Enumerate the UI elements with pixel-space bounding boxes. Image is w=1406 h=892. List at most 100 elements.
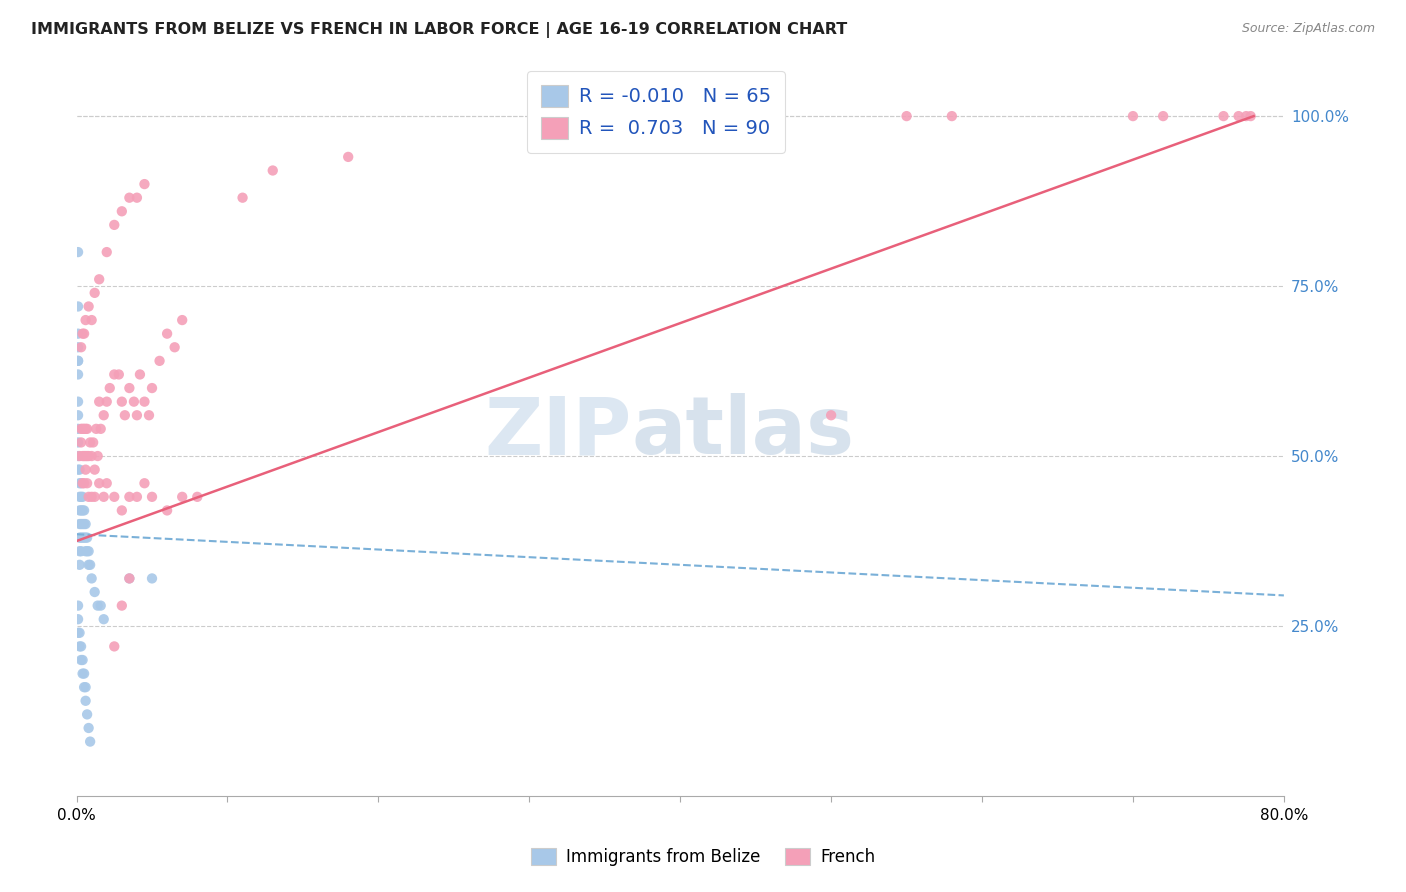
Point [93, 409, 115, 423]
Point [86, 449, 108, 463]
Point [163, 340, 186, 354]
Point [1212, 109, 1234, 123]
Point [76, 449, 98, 463]
Point [1227, 109, 1250, 123]
Point [67, 409, 90, 423]
Point [72, 422, 94, 436]
Point [69, 490, 91, 504]
Point [73, 531, 96, 545]
Point [80, 313, 103, 327]
Point [93, 612, 115, 626]
Point [69, 558, 91, 572]
Point [67, 340, 90, 354]
Point [77, 721, 100, 735]
Point [70, 340, 93, 354]
Point [96, 394, 118, 409]
Point [82, 435, 104, 450]
Point [103, 218, 125, 232]
Point [70, 653, 93, 667]
Point [69, 476, 91, 491]
Point [141, 490, 163, 504]
Point [337, 150, 360, 164]
Point [141, 381, 163, 395]
Point [134, 476, 156, 491]
Point [75, 422, 97, 436]
Point [114, 409, 136, 423]
Point [76, 476, 98, 491]
Point [79, 734, 101, 748]
Legend: R = -0.010   N = 65, R =  0.703   N = 90: R = -0.010 N = 65, R = 0.703 N = 90 [527, 71, 785, 153]
Point [118, 381, 141, 395]
Point [73, 666, 96, 681]
Point [79, 558, 101, 572]
Point [96, 245, 118, 260]
Point [75, 449, 97, 463]
Text: atlas: atlas [631, 393, 855, 471]
Point [69, 531, 91, 545]
Point [77, 490, 100, 504]
Point [69, 516, 91, 531]
Point [72, 476, 94, 491]
Point [86, 599, 108, 613]
Point [83, 463, 105, 477]
Point [73, 422, 96, 436]
Point [67, 435, 90, 450]
Point [83, 285, 105, 300]
Point [103, 490, 125, 504]
Point [896, 109, 918, 123]
Point [67, 625, 90, 640]
Point [67, 368, 90, 382]
Point [118, 490, 141, 504]
Point [638, 109, 661, 123]
Point [70, 422, 93, 436]
Point [72, 449, 94, 463]
Point [941, 109, 963, 123]
Legend: Immigrants from Belize, French: Immigrants from Belize, French [524, 841, 882, 873]
Point [80, 449, 103, 463]
Point [90, 422, 112, 436]
Point [134, 394, 156, 409]
Point [70, 544, 93, 558]
Point [67, 463, 90, 477]
Point [67, 354, 90, 368]
Point [69, 463, 91, 477]
Point [67, 300, 90, 314]
Point [77, 544, 100, 558]
Point [93, 490, 115, 504]
Point [89, 272, 111, 286]
Point [156, 326, 179, 341]
Point [69, 640, 91, 654]
Point [172, 490, 194, 504]
Point [77, 558, 100, 572]
Point [69, 544, 91, 558]
Point [714, 109, 737, 123]
Point [70, 476, 93, 491]
Point [72, 503, 94, 517]
Point [118, 571, 141, 585]
Point [122, 394, 145, 409]
Point [125, 490, 148, 504]
Point [67, 612, 90, 626]
Point [70, 640, 93, 654]
Point [75, 544, 97, 558]
Point [1122, 109, 1144, 123]
Point [89, 476, 111, 491]
Point [67, 449, 90, 463]
Point [108, 368, 131, 382]
Point [72, 666, 94, 681]
Point [1240, 109, 1263, 123]
Point [73, 449, 96, 463]
Point [125, 409, 148, 423]
Point [111, 599, 134, 613]
Text: IMMIGRANTS FROM BELIZE VS FRENCH IN LABOR FORCE | AGE 16-19 CORRELATION CHART: IMMIGRANTS FROM BELIZE VS FRENCH IN LABO… [31, 22, 848, 38]
Point [232, 191, 254, 205]
Point [67, 354, 90, 368]
Point [67, 326, 90, 341]
Point [593, 109, 616, 123]
Point [67, 422, 90, 436]
Point [73, 326, 96, 341]
Point [84, 422, 107, 436]
Point [75, 516, 97, 531]
Point [73, 680, 96, 694]
Point [125, 191, 148, 205]
